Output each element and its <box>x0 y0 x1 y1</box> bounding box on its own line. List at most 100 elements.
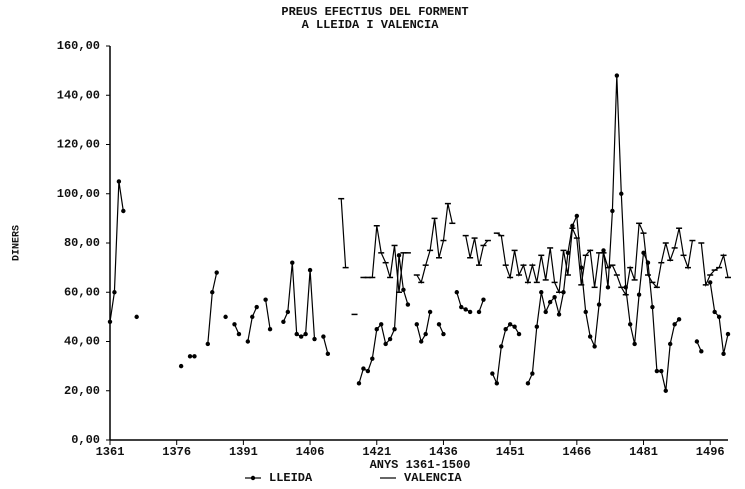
point <box>414 322 419 327</box>
point <box>556 312 562 317</box>
point <box>490 371 495 376</box>
point <box>570 223 575 228</box>
point <box>721 351 726 357</box>
legend-marker <box>250 475 256 481</box>
point <box>210 290 215 295</box>
legend-label: VALENCIA <box>404 471 462 485</box>
point <box>423 331 428 337</box>
point <box>619 191 624 196</box>
point <box>396 253 402 258</box>
point <box>525 381 531 386</box>
point <box>605 285 611 290</box>
y-tick-label: 140,00 <box>57 88 100 102</box>
point <box>178 363 184 369</box>
point <box>668 341 673 347</box>
y-tick-label: 40,00 <box>64 335 100 349</box>
series-line <box>340 198 729 297</box>
y-tick-label: 0,00 <box>71 433 100 447</box>
chart-subtitle: A LLEIDA I VALENCIA <box>302 18 440 32</box>
point <box>379 322 384 327</box>
point <box>232 322 237 327</box>
x-axis-label: ANYS 1361-1500 <box>370 458 471 472</box>
point <box>632 341 637 347</box>
x-tick-label: 1376 <box>162 445 191 459</box>
point <box>476 309 482 315</box>
x-tick-label: 1391 <box>229 445 258 459</box>
point <box>250 314 255 320</box>
point <box>676 317 682 322</box>
point <box>365 368 371 374</box>
point <box>223 314 228 320</box>
point <box>192 354 197 359</box>
point <box>134 314 139 320</box>
point <box>116 179 122 184</box>
point <box>481 297 486 302</box>
point <box>303 331 308 337</box>
point <box>294 331 299 337</box>
point <box>574 213 580 219</box>
point <box>725 331 731 337</box>
point <box>712 309 717 315</box>
point <box>245 339 251 344</box>
x-tick-label: 1451 <box>496 445 525 459</box>
point <box>454 290 459 295</box>
point <box>694 339 700 344</box>
point <box>672 322 677 327</box>
y-tick-label: 160,00 <box>57 39 100 53</box>
y-tick-label: 100,00 <box>57 187 100 201</box>
point <box>516 331 522 337</box>
point <box>463 307 468 312</box>
point <box>290 260 295 265</box>
point <box>614 73 620 78</box>
point <box>587 334 593 339</box>
point <box>441 331 446 337</box>
point <box>383 341 388 347</box>
point <box>427 309 433 315</box>
point <box>627 322 633 327</box>
point <box>663 388 668 393</box>
legend-label: LLEIDA <box>269 471 313 485</box>
point <box>592 344 597 349</box>
point <box>539 290 544 295</box>
point <box>107 319 113 324</box>
point <box>325 351 331 357</box>
point <box>636 292 642 297</box>
x-tick-label: 1436 <box>429 445 458 459</box>
point <box>708 280 713 285</box>
point <box>534 324 540 329</box>
point <box>370 356 375 361</box>
point <box>281 319 286 324</box>
point <box>401 287 406 292</box>
point <box>361 366 366 371</box>
y-tick-label: 120,00 <box>57 138 100 152</box>
point <box>659 368 664 374</box>
point <box>205 341 211 347</box>
point <box>610 208 615 214</box>
point <box>512 324 517 329</box>
point <box>530 371 535 376</box>
point <box>561 290 566 295</box>
x-tick-label: 1481 <box>629 445 658 459</box>
point <box>267 326 273 332</box>
point <box>121 208 126 214</box>
point <box>503 326 508 332</box>
point <box>405 302 411 307</box>
point <box>601 248 606 253</box>
point <box>650 304 655 310</box>
point <box>583 309 588 315</box>
point <box>374 326 379 332</box>
point <box>298 334 304 339</box>
x-tick-label: 1496 <box>696 445 725 459</box>
x-tick-label: 1406 <box>296 445 325 459</box>
point <box>547 299 553 305</box>
y-tick-label: 80,00 <box>64 236 100 250</box>
point <box>467 309 473 315</box>
point <box>565 250 571 256</box>
point <box>214 270 219 275</box>
point <box>387 336 393 342</box>
point <box>419 339 424 344</box>
point <box>716 314 722 320</box>
y-tick-label: 20,00 <box>64 384 100 398</box>
point <box>507 322 513 327</box>
